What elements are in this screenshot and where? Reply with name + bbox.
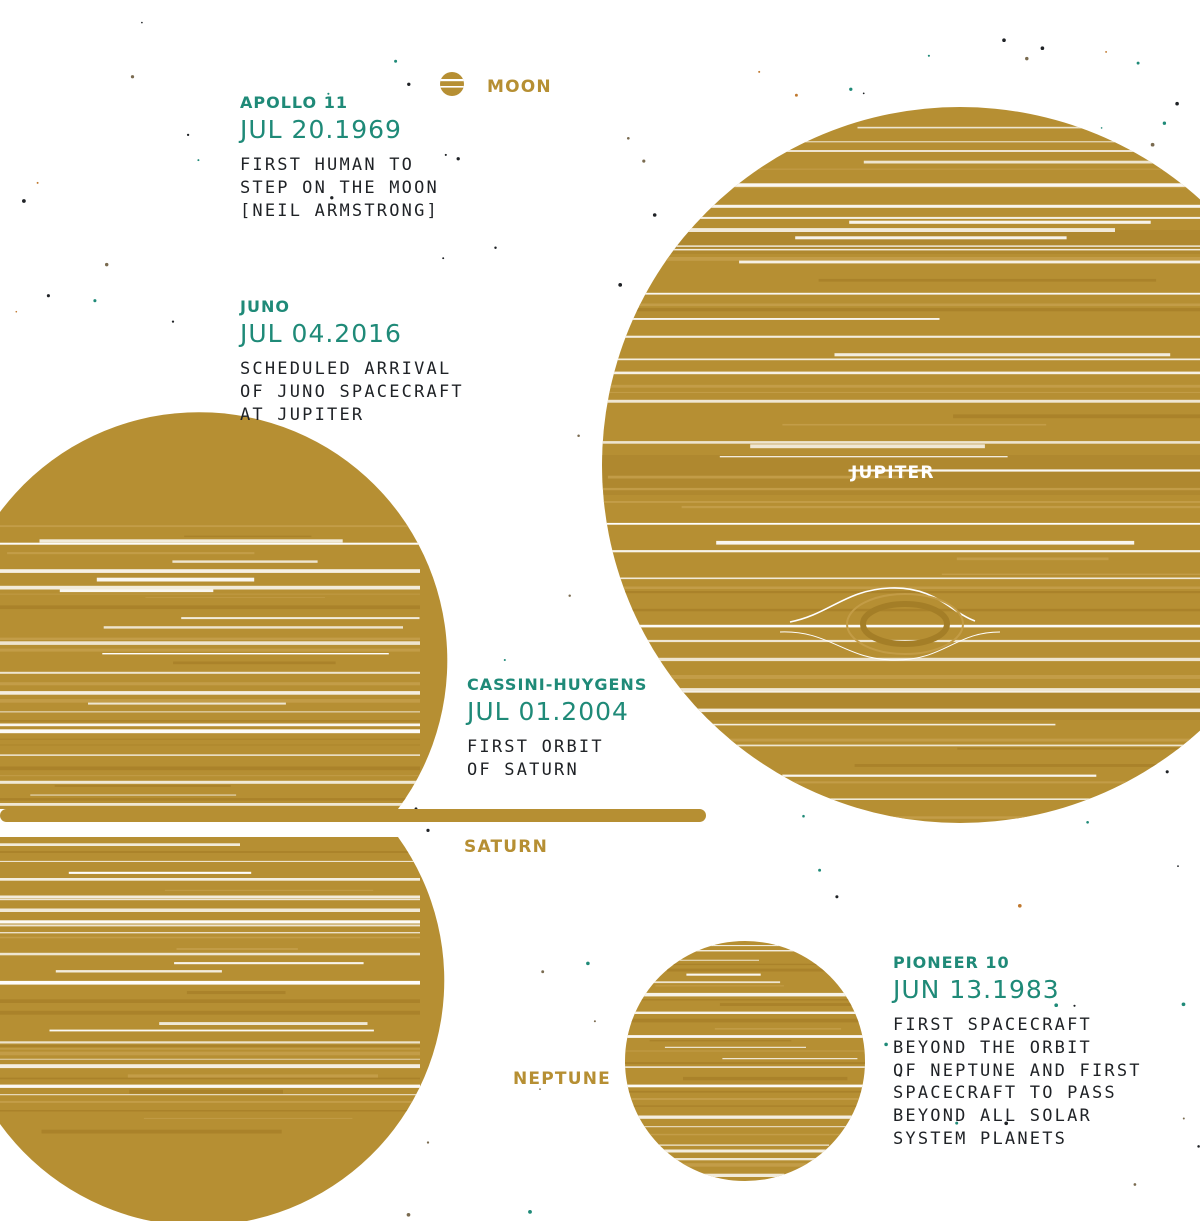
description-line: FIRST ORBIT: [467, 737, 604, 757]
saturn-ring: [0, 809, 706, 822]
description-line: SCHEDULED ARRIVAL: [240, 359, 452, 379]
description-line: STEP ON THE MOON: [240, 177, 439, 198]
saturn-label: SATURN: [464, 837, 548, 857]
mission-description: FIRST HUMAN TO STEP ON THE MOON [NEIL AR…: [240, 154, 439, 222]
description-line: SYSTEM PLANETS: [893, 1128, 1068, 1149]
mission-date: JUL 20.1969: [240, 115, 402, 144]
description-line: BEYOND ALL SOLAR: [893, 1106, 1092, 1127]
neptune-planet: [625, 941, 865, 1181]
mission-description: SCHEDULED ARRIVAL OF JUNO SPACECRAFT AT …: [240, 358, 464, 426]
saturn-planet: [0, 412, 706, 1221]
mission-description: FIRST ORBIT OF SATURN: [467, 736, 647, 782]
mission-date: JUL 04.2016: [240, 319, 402, 348]
mission-name: CASSINI-HUYGENS: [467, 675, 648, 694]
jupiter-label: JUPITER: [851, 463, 935, 483]
mission-name: APOLLO 11: [240, 93, 348, 112]
moon-label: MOON: [487, 77, 552, 97]
mission-name: PIONEER 10: [893, 953, 1010, 972]
mission-cassini-huygens: CASSINI-HUYGENS JUL 01.2004 FIRST ORBIT …: [467, 675, 647, 782]
description-line: [NEIL ARMSTRONG]: [240, 200, 439, 221]
mission-apollo-11: APOLLO 11 JUL 20.1969 FIRST HUMAN TO STE…: [240, 93, 439, 222]
mission-pioneer-10: PIONEER 10 JUN 13.1983 FIRST SPACECRAFT …: [893, 953, 1142, 1151]
mission-date: JUL 01.2004: [467, 697, 629, 726]
description-line: OF JUNO SPACECRAFT: [240, 381, 464, 402]
description-line: FIRST HUMAN TO: [240, 155, 415, 175]
description-line: OF SATURN: [467, 759, 579, 780]
moon-planet: [440, 72, 464, 96]
description-line: SPACECRAFT TO PASS: [893, 1083, 1117, 1104]
mission-juno: JUNO JUL 04.2016 SCHEDULED ARRIVAL OF JU…: [240, 297, 464, 426]
mission-date: JUN 13.1983: [893, 975, 1060, 1004]
description-line: AT JUPITER: [240, 404, 365, 425]
mission-name: JUNO: [240, 297, 290, 316]
mission-description: FIRST SPACECRAFT BEYOND THE ORBIT OF NEP…: [893, 1014, 1142, 1151]
great-red-spot: [779, 587, 1001, 661]
description-line: FIRST SPACECRAFT: [893, 1015, 1092, 1035]
neptune-label: NEPTUNE: [513, 1069, 611, 1089]
description-line: OF NEPTUNE AND FIRST: [893, 1060, 1142, 1081]
description-line: BEYOND THE ORBIT: [893, 1037, 1092, 1058]
